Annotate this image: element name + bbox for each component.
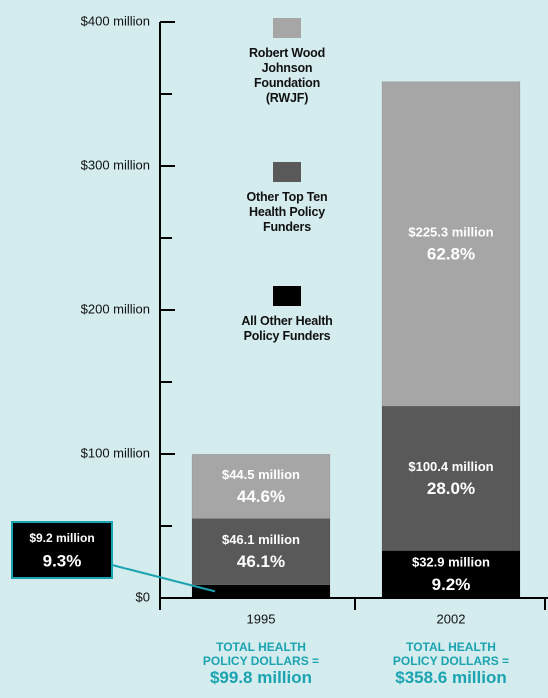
share-label: 44.6% [237,487,285,506]
total-label: $358.6 million [395,668,507,687]
value-label: $9.2 million [29,531,94,545]
share-label: 9.2% [432,575,471,594]
legend-label: Other Top Ten Health Policy Funders [246,190,328,234]
total-caption: TOTAL HEALTH [216,640,306,654]
total-caption: POLICY DOLLARS = [392,654,510,668]
value-label: $46.1 million [222,532,300,547]
value-label: $32.9 million [412,555,490,570]
share-label: 9.3% [43,551,82,570]
bar-segment [382,81,520,407]
bar-segment [382,550,520,598]
y-tick-label: $0 [136,589,150,604]
legend-label: Robert Wood Johnson Foundation (RWJF) [248,46,326,105]
callout-line [111,564,216,593]
value-label: $225.3 million [408,224,493,239]
value-label: $44.5 million [222,467,300,482]
legend-swatch [273,286,301,306]
y-tick-label: $400 million [81,13,150,28]
value-label: $100.4 million [408,459,493,474]
share-label: 46.1% [237,552,285,571]
legend-swatch [273,162,301,182]
total-block: TOTAL HEALTH POLICY DOLLARS = $99.8 millio… [181,640,341,688]
bar-segment [192,584,330,598]
x-tick-label: 1995 [247,611,276,626]
x-tick-label: 2002 [437,611,466,626]
y-tick-label: $200 million [81,301,150,316]
bar-total [381,81,521,599]
bar-segment [382,406,520,551]
total-block: TOTAL HEALTH POLICY DOLLARS = $358.6 milli… [371,640,531,688]
total-caption: TOTAL HEALTH [406,640,496,654]
y-tick-label: $100 million [81,445,150,460]
total-caption: POLICY DOLLARS = [202,654,320,668]
legend-label: All Other Health Policy Funders [241,314,333,343]
share-label: 28.0% [427,479,475,498]
total-label: $99.8 million [209,668,313,687]
bar-total [191,454,331,599]
y-tick-label: $300 million [81,157,150,172]
share-label: 62.8% [427,244,475,263]
bar-segment [192,454,330,519]
callout-box [11,521,113,579]
bar-segment [192,518,330,585]
legend-swatch [273,18,301,38]
